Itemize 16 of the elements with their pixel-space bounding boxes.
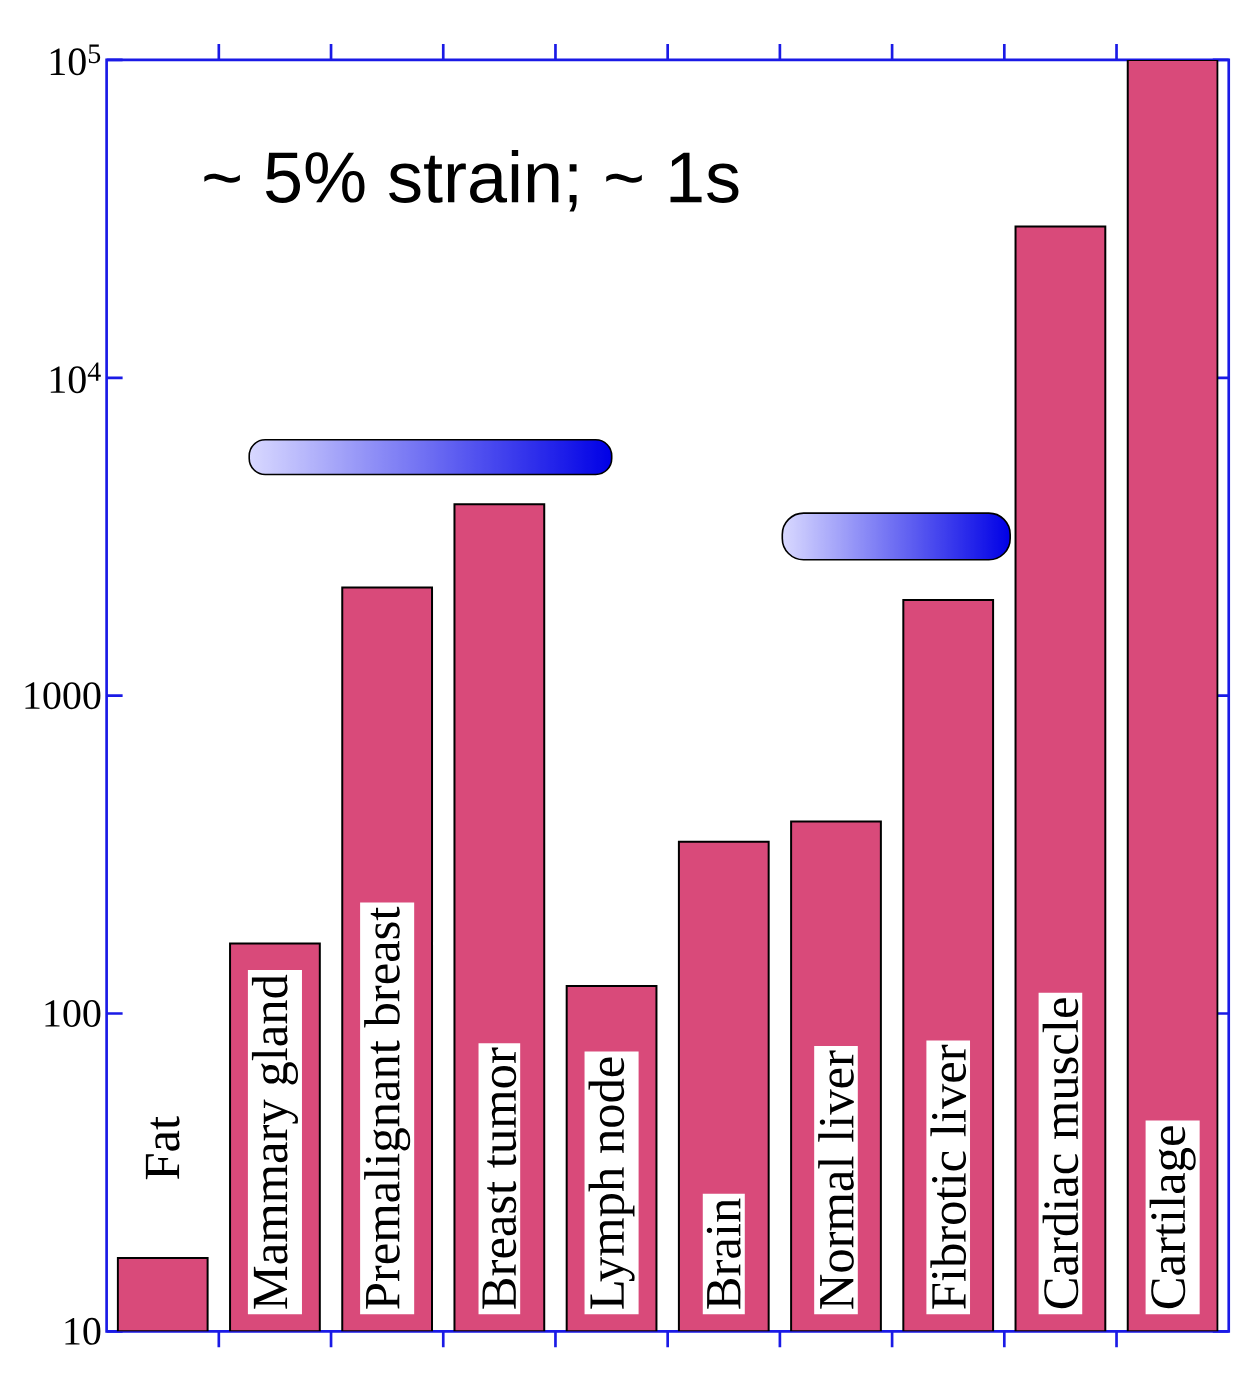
x-tick-label: Fat	[145, 1116, 180, 1180]
x-tick-label: Normal liver	[818, 1050, 854, 1309]
x-tick-label: Fibrotic liver	[930, 1044, 966, 1309]
y-tick-label: 10$^{5}$	[50, 44, 101, 76]
x-tick-label: Cardiac muscle	[1042, 998, 1079, 1309]
y-tick-label: 100	[45, 1000, 101, 1027]
x-tick-label: Brain	[706, 1198, 741, 1309]
x-tick-label: Cartilage	[1149, 1126, 1196, 1309]
y-tick-label: 10	[65, 1317, 101, 1345]
x-tick-label: Breast tumor	[482, 1047, 517, 1309]
y-tick-label: 1000	[25, 682, 101, 710]
x-tick-label: Mammary gland	[251, 974, 298, 1309]
x-tick-label: Lymph node	[588, 1057, 635, 1309]
annotation: ~ 5% strain; ~ 1s	[204, 150, 739, 212]
x-tick-label: Premalignant breast	[364, 906, 411, 1309]
y-tick-label: 10$^{4}$	[50, 362, 101, 394]
